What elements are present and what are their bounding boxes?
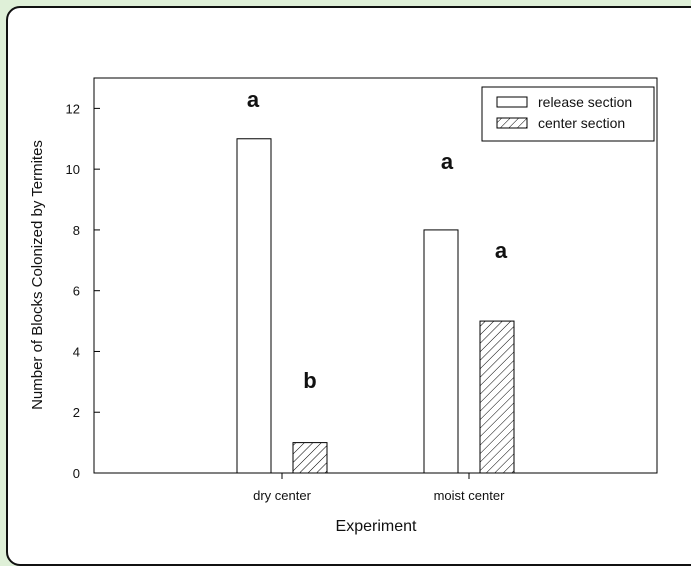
y-tick-label: 2 bbox=[73, 405, 80, 420]
legend-box bbox=[481, 86, 655, 142]
y-tick-label: 10 bbox=[66, 162, 80, 177]
significance-label: a bbox=[495, 238, 508, 263]
legend-swatch-center bbox=[496, 117, 528, 129]
y-tick-label: 6 bbox=[73, 284, 80, 299]
y-tick-label: 4 bbox=[73, 344, 80, 359]
y-axis: 0 2 4 6 8 10 12 bbox=[66, 101, 100, 481]
x-tick-label: moist center bbox=[434, 488, 505, 503]
bar-center-section-moist-center bbox=[479, 320, 515, 474]
plot-area bbox=[93, 77, 658, 474]
legend-label-release: release section bbox=[538, 94, 632, 110]
y-tick-label: 8 bbox=[73, 223, 80, 238]
significance-label: a bbox=[247, 87, 260, 112]
legend-label-center: center section bbox=[538, 115, 625, 131]
x-axis-label: Experiment bbox=[336, 518, 417, 535]
bar-center-section-dry-center bbox=[292, 442, 328, 474]
y-tick-label: 12 bbox=[66, 101, 80, 116]
significance-label: a bbox=[441, 149, 454, 174]
bar-release-section-moist-center bbox=[423, 229, 459, 474]
legend: release section center section bbox=[481, 86, 655, 142]
legend-swatch-release bbox=[496, 96, 528, 108]
x-tick-label: dry center bbox=[253, 488, 311, 503]
significance-label: b bbox=[303, 368, 316, 393]
bar-release-section-dry-center bbox=[236, 138, 272, 474]
bars: a b a a bbox=[236, 87, 515, 474]
y-axis-label: Number of Blocks Colonized by Termites bbox=[29, 140, 46, 410]
x-axis: dry center moist center bbox=[253, 473, 505, 503]
chart-svg: 0 2 4 6 8 10 12 a b a a dry center moist center Nu… bbox=[29, 77, 658, 535]
y-tick-label: 0 bbox=[73, 466, 80, 481]
